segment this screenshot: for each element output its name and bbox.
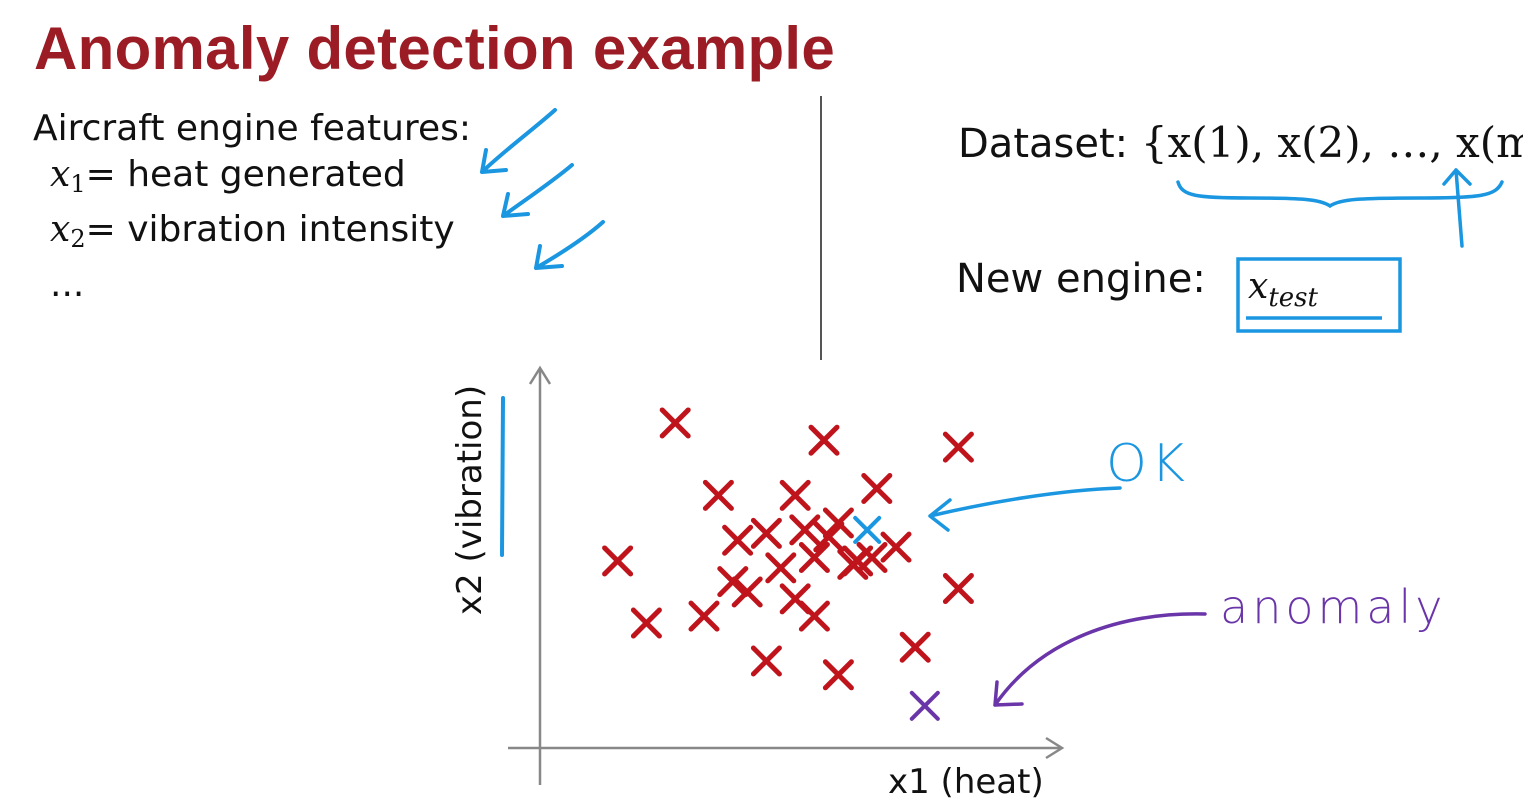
data-point xyxy=(630,607,662,639)
dataset-set: {x(1), x(2), …, x(m)} xyxy=(1140,118,1523,167)
dataset-line: Dataset: {x(1), x(2), …, x(m)} xyxy=(958,118,1523,167)
xtest-box xyxy=(1236,257,1402,333)
ylabel-highlight xyxy=(500,396,505,557)
data-point xyxy=(722,524,754,556)
new-engine-label: New engine: xyxy=(956,256,1206,302)
dataset-brace xyxy=(1176,168,1504,248)
data-point xyxy=(880,531,912,563)
dataset-label: Dataset: xyxy=(958,121,1129,167)
brace-icon xyxy=(1176,180,1504,209)
data-point xyxy=(822,659,854,691)
data-point xyxy=(808,424,840,456)
data-point xyxy=(942,573,974,605)
data-point xyxy=(602,545,634,577)
feature-x1-text: = heat generated xyxy=(85,154,406,195)
feature-x2: x2= vibration intensity xyxy=(33,207,471,262)
data-point xyxy=(813,521,845,553)
features-ellipsis: ... xyxy=(50,264,85,305)
feature-x2-var: x2 xyxy=(50,209,86,253)
anomaly-arrow-icon xyxy=(993,612,1207,707)
data-point xyxy=(798,600,830,632)
data-point xyxy=(731,576,763,608)
new-engine-var: xtest xyxy=(1248,266,1318,313)
data-point xyxy=(798,542,830,573)
features-heading: Aircraft engine features: xyxy=(33,108,471,149)
features-block: Aircraft engine features: x1= heat gener… xyxy=(33,106,471,308)
data-point xyxy=(659,407,691,439)
anomaly-annotation: anomaly xyxy=(1220,580,1447,634)
arrow-icon xyxy=(534,220,605,270)
feature-arrows xyxy=(480,108,605,270)
box-icon xyxy=(1236,257,1402,333)
data-point xyxy=(750,517,782,549)
test-point-ok xyxy=(853,515,882,544)
data-point xyxy=(822,507,854,539)
data-point xyxy=(779,479,811,511)
arrow-icon xyxy=(480,108,557,174)
feature-x1-var: x1 xyxy=(50,154,86,198)
slide-title: Anomaly detection example xyxy=(34,15,836,82)
data-point xyxy=(942,431,974,463)
data-point xyxy=(842,545,874,577)
y-axis-label: x2 (vibration) xyxy=(450,384,490,616)
section-divider xyxy=(820,96,822,360)
ok-arrow-icon xyxy=(928,486,1122,532)
data-point xyxy=(688,600,720,632)
data-point xyxy=(750,645,782,677)
data-point xyxy=(861,473,893,504)
arrow-up-icon xyxy=(1442,168,1472,248)
y-axis-arrowhead xyxy=(528,365,552,385)
arrow-icon xyxy=(501,163,574,218)
chart-axes xyxy=(508,365,1065,785)
scatter-points xyxy=(602,407,974,721)
data-point xyxy=(899,631,931,663)
ok-annotation: OK xyxy=(1106,434,1190,494)
feature-x2-text: = vibration intensity xyxy=(85,209,455,250)
data-point xyxy=(717,566,749,598)
feature-x1: x1= heat generated xyxy=(33,152,471,207)
data-point xyxy=(702,479,734,511)
data-point xyxy=(789,514,821,546)
x-axis-arrowhead xyxy=(1045,736,1065,760)
x-axis-label: x1 (heat) xyxy=(888,762,1044,802)
test-point-anomaly xyxy=(909,690,940,721)
data-point xyxy=(765,552,797,584)
